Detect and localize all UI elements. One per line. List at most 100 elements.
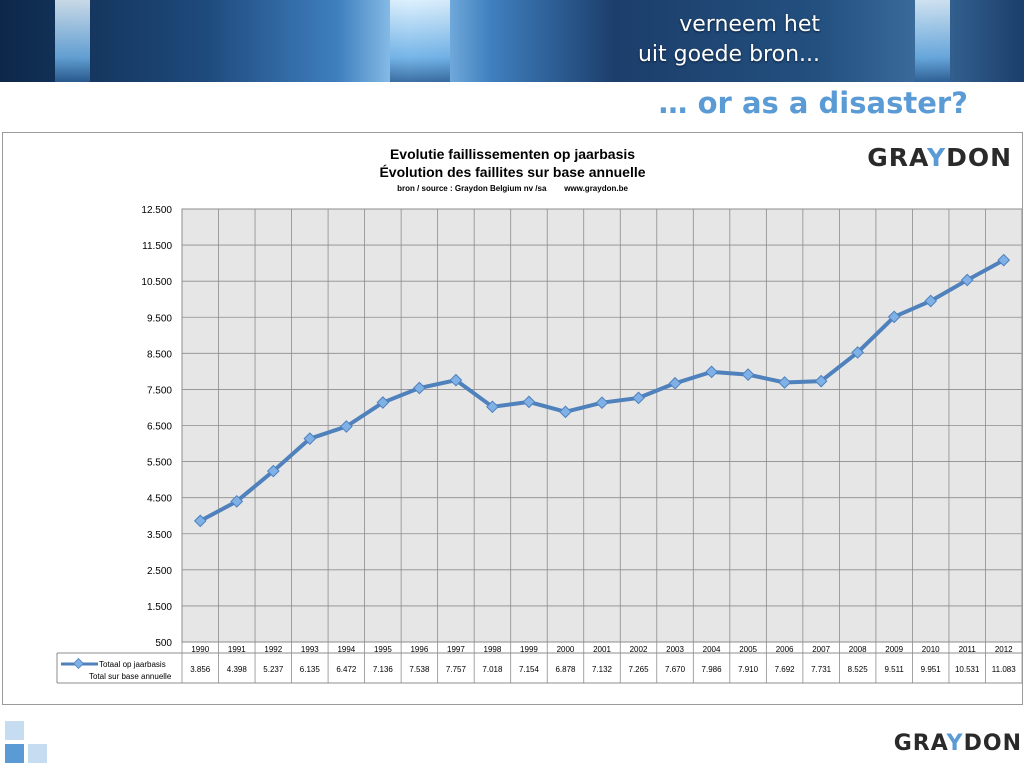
data-label: 7.154 [519, 665, 540, 674]
data-label: 6.472 [336, 665, 357, 674]
data-point [339, 420, 353, 433]
chart-title-line1: Evolutie faillissementen op jaarbasis [389, 146, 636, 162]
logo-accent: Y [946, 731, 964, 756]
banner-tagline: verneem het uit goede bron... [600, 10, 820, 70]
y-tick-label: 500 [155, 638, 172, 649]
waterfall-left-image [55, 0, 90, 82]
deco-square [5, 744, 24, 763]
data-point [741, 368, 755, 381]
y-tick-label: 8.500 [147, 349, 172, 360]
data-label: 7.670 [665, 665, 686, 674]
data-label: 9.951 [921, 665, 942, 674]
x-tick-label: 2008 [849, 645, 867, 654]
y-tick-label: 12.500 [141, 205, 172, 216]
x-tick-label: 2010 [922, 645, 940, 654]
x-tick-label: 1993 [301, 645, 319, 654]
data-point [303, 432, 317, 446]
data-point [997, 253, 1011, 267]
deco-square [5, 721, 24, 740]
x-tick-label: 2012 [995, 645, 1013, 654]
x-tick-label: 2005 [739, 645, 757, 654]
data-label: 9.511 [884, 665, 904, 674]
x-tick-label: 2002 [630, 645, 648, 654]
x-tick-label: 2000 [557, 645, 575, 654]
data-label: 7.910 [738, 665, 759, 674]
line-chart: 500 1.500 2.500 3.500 4.500 5.500 6.500 7.500 8.… [56, 205, 1022, 684]
data-point [887, 310, 901, 324]
data-label: 10.531 [955, 665, 980, 674]
data-label: 8.525 [848, 665, 869, 674]
data-point [486, 400, 499, 414]
data-label: 7.757 [446, 665, 467, 674]
data-point [193, 514, 207, 528]
x-tick-label: 1991 [228, 645, 246, 654]
tagline-line2: uit goede bron... [637, 42, 820, 67]
data-point [705, 365, 718, 379]
data-label: 7.265 [629, 665, 650, 674]
logo-text-before: GRA [867, 143, 927, 172]
data-point [376, 396, 390, 409]
data-label: 3.856 [190, 665, 211, 674]
legend-marker [72, 657, 85, 670]
data-point [960, 273, 974, 287]
logo-text-after: DON [963, 731, 1022, 756]
deco-square [28, 744, 47, 763]
data-point [230, 494, 244, 508]
x-tick-label: 1999 [520, 645, 538, 654]
data-point [266, 464, 280, 478]
legend-label: Totaal op jaarbasis [99, 660, 166, 669]
graydon-logo-footer: GRAYDON [894, 731, 1022, 756]
legend-label: Total sur base annuelle [89, 672, 172, 681]
y-tick-label: 1.500 [147, 602, 172, 613]
x-tick-label: 2003 [666, 645, 684, 654]
chart-title-line2: Évolution des faillites sur base annuell… [379, 164, 646, 180]
data-point [778, 376, 791, 389]
y-tick-label: 9.500 [147, 313, 172, 324]
x-tick-label: 1996 [410, 645, 428, 654]
x-tick-label: 2009 [885, 645, 903, 654]
data-label: 7.132 [592, 665, 613, 674]
x-tick-label: 1997 [447, 645, 465, 654]
x-tick-label: 2007 [812, 645, 830, 654]
tagline-line1: verneem het [679, 12, 820, 37]
data-point [632, 391, 645, 405]
y-tick-label: 5.500 [147, 458, 172, 469]
x-tick-label: 2006 [776, 645, 794, 654]
data-label: 7.018 [482, 665, 503, 674]
waterfall-right-image [915, 0, 950, 82]
y-tick-label: 4.500 [147, 494, 172, 505]
data-label: 7.538 [409, 665, 430, 674]
data-label: 7.692 [775, 665, 796, 674]
header-banner: verneem het uit goede bron... [0, 0, 1024, 82]
y-tick-label: 2.500 [147, 566, 172, 577]
x-tick-label: 1995 [374, 645, 392, 654]
logo-text-after: DON [946, 143, 1012, 172]
data-label: 7.986 [702, 665, 723, 674]
data-point [924, 294, 938, 308]
x-tick-label: 1992 [264, 645, 282, 654]
y-tick-label: 10.500 [141, 277, 172, 288]
data-point [559, 405, 572, 419]
x-tick-label: 2004 [703, 645, 721, 654]
logo-accent: Y [926, 143, 947, 172]
data-label: 7.136 [373, 665, 394, 674]
slide-title: … or as a disaster? [658, 86, 968, 120]
chart-frame: Evolutie faillissementen op jaarbasis Év… [2, 132, 1023, 705]
data-label: 11.083 [992, 665, 1016, 674]
x-tick-label: 1998 [484, 645, 502, 654]
y-tick-label: 7.500 [147, 385, 172, 396]
data-point [851, 346, 865, 359]
x-tick-label: 2011 [959, 645, 977, 654]
data-point [522, 395, 536, 409]
logo-text-before: GRA [893, 731, 947, 756]
data-label: 4.398 [227, 665, 248, 674]
data-label: 7.731 [811, 665, 832, 674]
x-tick-label: 1990 [191, 645, 209, 654]
waterfall-center-image [390, 0, 450, 82]
y-tick-label: 3.500 [147, 530, 172, 541]
y-tick-label: 6.500 [147, 422, 172, 433]
data-label: 6.878 [555, 665, 576, 674]
data-point [449, 373, 463, 387]
data-point [668, 376, 682, 390]
data-label: 5.237 [263, 665, 284, 674]
